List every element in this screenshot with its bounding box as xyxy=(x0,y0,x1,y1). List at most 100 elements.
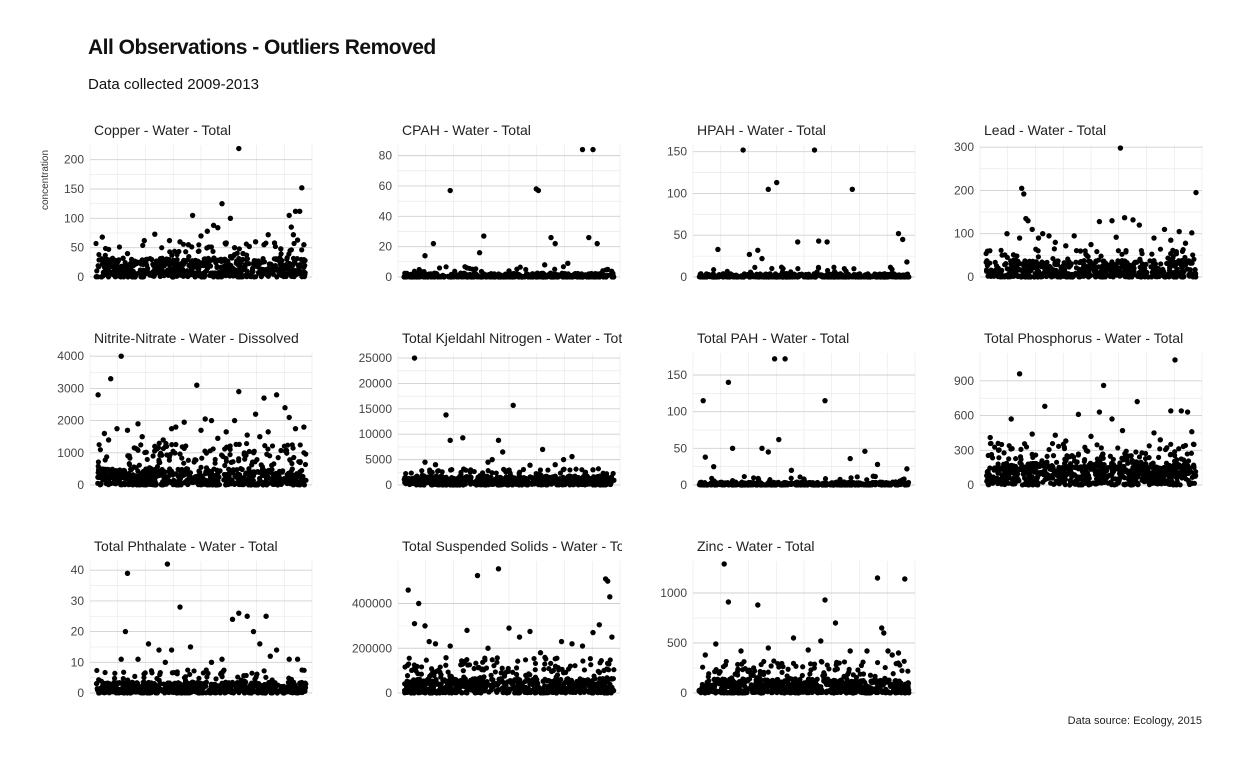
data-point xyxy=(238,259,244,265)
data-point xyxy=(510,402,516,408)
data-point xyxy=(198,427,204,433)
data-point xyxy=(1138,274,1144,280)
data-point xyxy=(158,263,164,269)
data-point xyxy=(422,476,428,482)
data-point xyxy=(794,274,800,280)
data-point xyxy=(178,480,184,486)
data-point xyxy=(408,470,414,476)
data-point xyxy=(169,269,175,275)
data-point xyxy=(1151,257,1157,264)
data-point xyxy=(1168,251,1174,257)
data-point xyxy=(1116,259,1123,265)
data-point xyxy=(225,472,231,478)
data-point xyxy=(296,267,302,273)
data-point xyxy=(723,274,729,280)
data-point xyxy=(488,272,494,278)
data-point xyxy=(1078,258,1084,265)
data-point xyxy=(845,271,852,277)
data-point xyxy=(210,274,217,280)
data-point xyxy=(997,465,1003,471)
data-point xyxy=(221,477,227,483)
data-point xyxy=(125,271,131,277)
data-point xyxy=(438,273,445,279)
data-point xyxy=(879,274,886,280)
data-point xyxy=(590,467,596,473)
data-point xyxy=(141,477,147,483)
data-point xyxy=(1122,258,1128,264)
data-point xyxy=(151,466,158,473)
data-point xyxy=(169,252,175,258)
y-axis-label: concentration xyxy=(40,149,51,210)
data-point xyxy=(698,479,704,485)
data-point xyxy=(271,265,278,272)
data-point xyxy=(565,271,571,277)
data-point xyxy=(1175,461,1181,467)
data-point xyxy=(184,466,191,472)
data-point xyxy=(1061,272,1068,279)
data-point xyxy=(222,475,229,481)
data-point xyxy=(479,473,485,479)
data-point xyxy=(184,268,190,274)
data-point xyxy=(823,480,829,486)
data-point xyxy=(1034,475,1040,481)
data-point xyxy=(511,274,517,280)
data-point xyxy=(114,263,120,269)
data-point xyxy=(1051,267,1057,273)
data-point xyxy=(838,272,844,279)
data-point xyxy=(570,480,576,486)
data-point xyxy=(818,272,824,278)
data-point xyxy=(722,272,728,278)
data-point xyxy=(543,272,549,278)
data-point xyxy=(881,274,887,280)
data-point xyxy=(1055,258,1061,264)
data-point xyxy=(282,448,288,454)
data-point xyxy=(778,274,784,280)
data-point xyxy=(1179,472,1185,478)
data-point xyxy=(609,268,615,274)
data-point xyxy=(513,481,519,487)
data-point xyxy=(1192,267,1198,273)
data-point xyxy=(131,478,137,484)
data-point xyxy=(428,274,434,280)
data-point xyxy=(152,443,158,450)
data-point xyxy=(125,475,131,481)
data-point xyxy=(798,481,804,487)
data-point xyxy=(497,481,503,487)
data-point xyxy=(142,481,149,487)
data-point xyxy=(700,273,706,279)
data-point xyxy=(1046,474,1052,480)
data-point xyxy=(130,480,136,486)
data-point xyxy=(1042,477,1048,483)
facet-panel-4: Nitrite-Nitrate - Water - Dissolved01000… xyxy=(57,330,313,492)
data-point xyxy=(534,473,540,479)
data-point xyxy=(215,257,221,263)
data-point xyxy=(228,267,234,274)
data-point xyxy=(515,271,522,278)
data-point xyxy=(483,273,489,279)
data-point xyxy=(179,444,185,450)
data-point xyxy=(187,272,193,278)
data-point xyxy=(468,274,474,280)
data-point xyxy=(556,480,562,486)
data-point xyxy=(467,478,473,485)
data-point xyxy=(175,266,182,272)
data-point xyxy=(820,480,826,486)
data-point xyxy=(559,273,565,279)
data-point xyxy=(134,259,141,266)
data-point xyxy=(246,261,252,267)
data-point xyxy=(825,273,831,279)
data-point xyxy=(543,274,549,280)
data-point xyxy=(1051,481,1057,487)
data-point xyxy=(701,274,707,280)
data-point xyxy=(105,257,111,263)
data-point xyxy=(712,274,718,280)
data-point xyxy=(1126,480,1132,486)
data-point xyxy=(766,274,772,280)
data-point xyxy=(1100,274,1106,280)
data-point xyxy=(251,481,257,487)
data-point xyxy=(1001,274,1008,280)
data-point xyxy=(587,272,593,279)
data-point xyxy=(247,273,253,279)
data-point xyxy=(567,481,573,487)
data-point xyxy=(748,482,754,488)
